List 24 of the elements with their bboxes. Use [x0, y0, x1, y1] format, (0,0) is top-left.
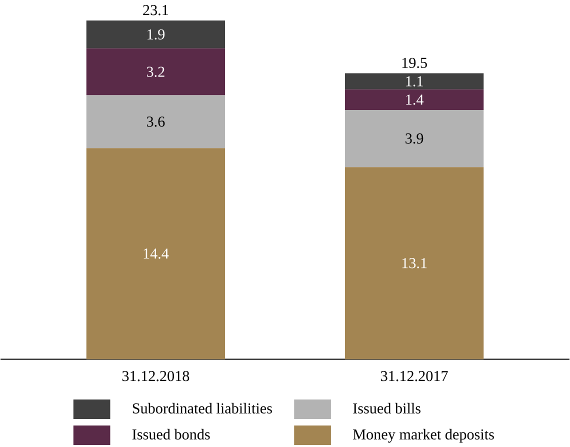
- bar: [86, 20, 226, 48]
- bar: [86, 95, 226, 148]
- legend-label: Issued bills: [353, 402, 420, 414]
- data-label: 1.9: [148, 29, 165, 40]
- data-label: 14.4: [144, 248, 169, 259]
- data-label: 3.2: [146, 66, 164, 77]
- bar: [344, 110, 484, 168]
- legend-label: Subordinated liabilities: [132, 402, 272, 414]
- bar: [86, 148, 226, 360]
- x-tick-label: 31.12.2017: [381, 370, 448, 382]
- data-label: 1.1: [406, 76, 423, 86]
- data-label: 3.9: [406, 133, 424, 144]
- legend-label: Money market deposits: [353, 428, 494, 443]
- total-label: 19.5: [402, 58, 427, 68]
- legend-label: Issued bonds: [132, 428, 210, 440]
- bar: [344, 167, 484, 360]
- total-label: 23.1: [143, 4, 168, 16]
- bar: [86, 48, 226, 96]
- bar: [344, 73, 484, 90]
- x-tick-label: 31.12.2018: [122, 370, 190, 382]
- bar: [344, 89, 484, 110]
- data-label: 1.4: [406, 94, 424, 105]
- data-label: 13.1: [402, 258, 427, 268]
- data-label: 3.6: [146, 116, 165, 127]
